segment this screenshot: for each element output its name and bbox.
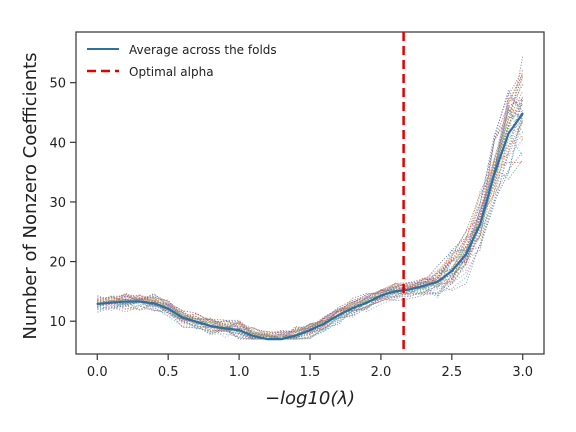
fold-line <box>97 96 523 340</box>
fold-line <box>97 109 523 340</box>
mean-point <box>309 329 311 331</box>
y-tick-label: 50 <box>49 77 66 92</box>
fold-line <box>97 103 524 340</box>
mean-point <box>167 307 170 310</box>
mean-point <box>507 132 510 135</box>
mean-series <box>96 112 524 341</box>
fold-line <box>97 96 523 337</box>
y-tick-label: 40 <box>49 136 66 151</box>
fold-line <box>97 99 524 340</box>
mean-point <box>408 288 411 291</box>
mean-point <box>394 290 396 293</box>
mean-point <box>351 307 354 309</box>
x-tick-label: 2.0 <box>371 365 392 380</box>
mean-point <box>195 320 198 323</box>
mean-point <box>294 334 297 337</box>
y-tick-label: 10 <box>49 315 66 330</box>
y-axis-ticks: 10 20 30 40 50 <box>49 77 76 330</box>
y-tick-label: 20 <box>49 256 66 271</box>
x-tick-label: 0.0 <box>87 365 108 380</box>
mean-point <box>436 280 439 283</box>
legend-mean-label: Average across the folds <box>129 43 277 57</box>
x-axis-label: −log10(λ) <box>265 388 355 409</box>
x-tick-label: 2.5 <box>441 365 462 380</box>
fold-line <box>97 120 524 340</box>
fold-line <box>97 131 524 340</box>
fold-line <box>97 90 524 340</box>
fold-line <box>97 151 524 340</box>
x-tick-label: 1.5 <box>300 365 321 380</box>
mean-point <box>337 314 340 317</box>
mean-point <box>153 302 155 305</box>
x-tick-label: 0.5 <box>158 365 179 380</box>
y-axis-label: Number of Nonzero Coefficients <box>20 52 41 339</box>
x-axis-ticks: 0.0 0.5 1.0 1.5 2.0 2.5 3.0 <box>87 354 533 380</box>
mean-point <box>266 338 269 340</box>
mean-point <box>280 338 283 340</box>
mean-point <box>422 285 425 287</box>
x-tick-label: 3.0 <box>512 365 533 380</box>
mean-point <box>493 173 496 175</box>
mean-point <box>323 322 326 325</box>
mean-point <box>238 329 241 331</box>
fold-line <box>97 78 524 337</box>
mean-point <box>224 327 226 330</box>
fold-line <box>97 119 524 340</box>
mean-point <box>521 112 524 115</box>
mean-point <box>465 253 467 256</box>
mean-point <box>209 325 212 327</box>
mean-point <box>138 300 141 303</box>
fold-line <box>97 92 524 334</box>
x-tick-label: 1.0 <box>229 365 250 380</box>
mean-point <box>450 270 453 272</box>
mean-point <box>365 301 368 304</box>
fold-line <box>97 107 524 339</box>
mean-point <box>181 316 184 319</box>
fold-lines <box>97 56 524 340</box>
mean-point <box>124 300 127 303</box>
mean-point <box>380 294 382 297</box>
mean-point <box>479 223 482 225</box>
mean-point <box>96 303 99 305</box>
fold-line <box>97 111 524 340</box>
y-tick-label: 30 <box>49 196 66 211</box>
legend: Average across the folds Optimal alpha <box>87 43 277 79</box>
fold-line <box>97 76 524 337</box>
fold-line <box>97 73 524 338</box>
legend-optimal-label: Optimal alpha <box>129 65 214 79</box>
mean-point <box>110 301 113 304</box>
fold-line <box>97 98 524 340</box>
mean-point <box>252 335 255 337</box>
